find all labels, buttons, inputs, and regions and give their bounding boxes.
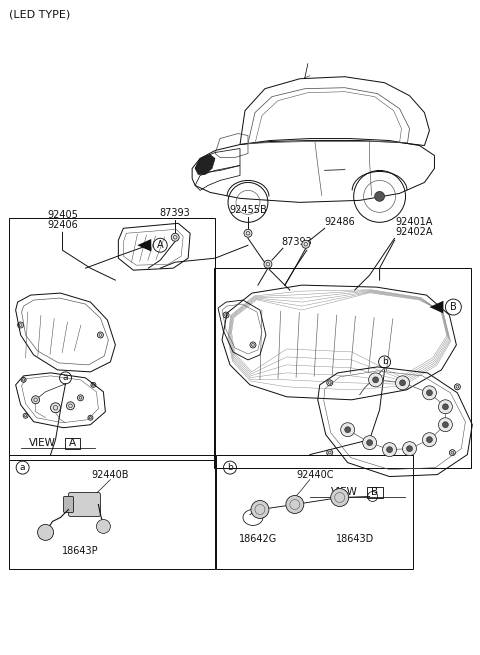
Bar [216, 455, 413, 569]
Circle shape [386, 447, 393, 453]
Text: 87393: 87393 [160, 208, 191, 218]
Text: VIEW: VIEW [29, 438, 56, 447]
Circle shape [374, 191, 384, 201]
Circle shape [443, 422, 448, 428]
Circle shape [331, 489, 348, 506]
Text: B: B [371, 487, 378, 496]
Circle shape [438, 400, 452, 414]
Polygon shape [195, 155, 215, 174]
Circle shape [77, 395, 84, 401]
Circle shape [286, 496, 304, 514]
Circle shape [264, 260, 272, 268]
Circle shape [399, 380, 406, 386]
Circle shape [18, 322, 24, 328]
Circle shape [383, 443, 396, 457]
Text: 92401A: 92401A [396, 217, 433, 227]
Circle shape [341, 422, 355, 437]
Circle shape [372, 377, 379, 383]
Circle shape [345, 426, 351, 433]
Circle shape [88, 415, 93, 421]
Circle shape [449, 449, 456, 456]
Circle shape [407, 445, 412, 452]
Text: 18642G: 18642G [239, 534, 277, 544]
Circle shape [171, 233, 179, 241]
Bar [64, 438, 81, 449]
Text: b: b [382, 358, 387, 366]
Text: 92486: 92486 [324, 217, 355, 227]
Circle shape [367, 440, 372, 445]
Circle shape [327, 449, 333, 456]
Text: 18643P: 18643P [62, 546, 99, 556]
Text: b: b [227, 463, 233, 472]
Text: A: A [157, 240, 164, 250]
Circle shape [67, 402, 74, 410]
FancyBboxPatch shape [69, 493, 100, 516]
Circle shape [32, 396, 39, 403]
Bar [9, 218, 215, 460]
Text: 18643D: 18643D [336, 534, 374, 544]
Circle shape [302, 240, 310, 248]
FancyBboxPatch shape [63, 496, 73, 512]
Text: a: a [63, 373, 68, 383]
Circle shape [426, 390, 432, 396]
Circle shape [455, 384, 460, 390]
Circle shape [244, 229, 252, 237]
Text: 92440B: 92440B [92, 470, 129, 479]
Circle shape [50, 403, 60, 413]
Circle shape [422, 433, 436, 447]
Circle shape [223, 312, 229, 318]
Text: 92455B: 92455B [229, 205, 267, 215]
Text: a: a [20, 463, 25, 472]
Circle shape [327, 380, 333, 386]
Text: (LED TYPE): (LED TYPE) [9, 10, 70, 20]
Circle shape [91, 383, 96, 387]
Circle shape [21, 377, 26, 383]
Circle shape [23, 413, 28, 419]
Circle shape [438, 418, 452, 432]
Text: VIEW: VIEW [331, 487, 358, 496]
Circle shape [443, 403, 448, 410]
Circle shape [369, 373, 383, 387]
Text: 87393: 87393 [281, 237, 312, 247]
Circle shape [403, 441, 417, 456]
Text: 92402A: 92402A [396, 227, 433, 237]
Circle shape [363, 436, 377, 449]
Circle shape [37, 525, 54, 540]
Circle shape [250, 342, 256, 348]
Text: 92405: 92405 [47, 210, 78, 220]
Polygon shape [430, 301, 444, 313]
Text: B: B [450, 302, 457, 312]
Circle shape [251, 500, 269, 519]
Bar [214, 268, 471, 468]
Circle shape [396, 376, 409, 390]
Circle shape [97, 332, 103, 338]
Text: A: A [69, 438, 76, 447]
Text: 92440C: 92440C [296, 470, 334, 479]
Polygon shape [137, 239, 151, 252]
Circle shape [426, 437, 432, 443]
Circle shape [422, 386, 436, 400]
Circle shape [96, 519, 110, 533]
Text: 92406: 92406 [47, 220, 78, 231]
Bar [9, 455, 215, 569]
Bar [367, 487, 383, 498]
